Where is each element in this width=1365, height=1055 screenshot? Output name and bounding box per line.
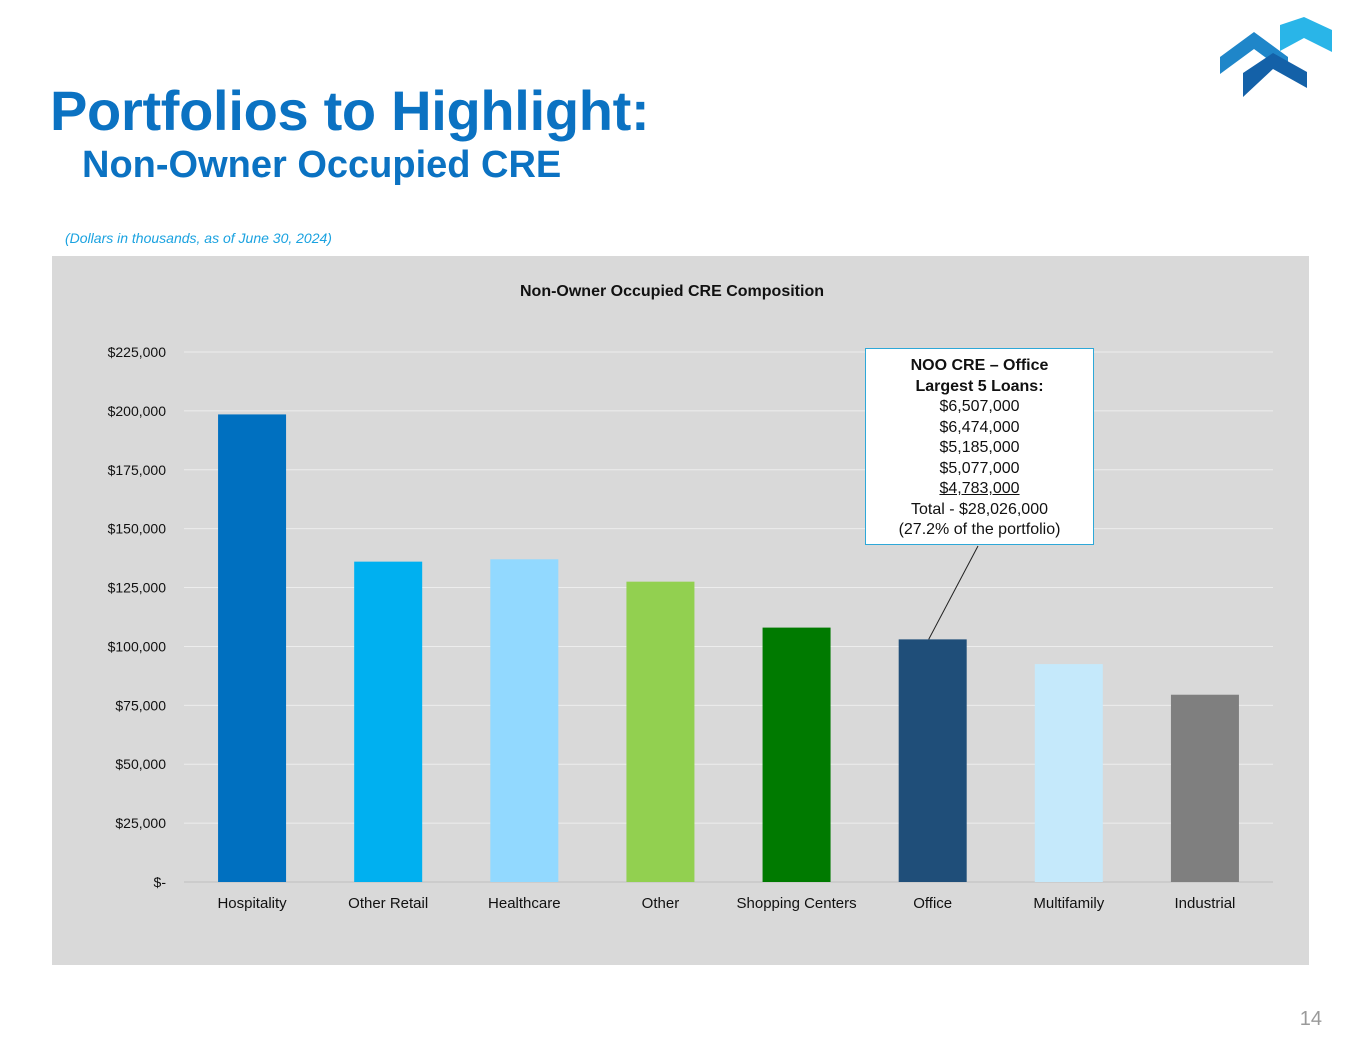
y-tick-label: $75,000 (115, 697, 166, 713)
x-tick-label: Office (913, 895, 952, 912)
bar-healthcare (490, 559, 559, 882)
callout-loan-5: $4,783,000 (939, 480, 1020, 497)
callout-share: (27.2% of the portfolio) (898, 521, 1061, 538)
y-tick-label: $225,000 (108, 344, 167, 360)
chart-title: Non-Owner Occupied CRE Composition (520, 283, 824, 300)
bar-office (898, 639, 967, 882)
callout-leader-line (928, 545, 979, 640)
x-tick-label: Multifamily (1033, 895, 1104, 912)
bar-chart: Non-Owner Occupied CRE Composition $- $25… (108, 283, 1273, 912)
bar-multifamily (1034, 664, 1103, 882)
page-subtitle: Non-Owner Occupied CRE (82, 144, 562, 186)
callout-loan-1: $6,507,000 (939, 398, 1020, 415)
chart-panel: Non-Owner Occupied CRE Composition $- $25… (52, 256, 1309, 965)
bar-other-retail (354, 561, 423, 882)
y-tick-label: $125,000 (108, 580, 167, 596)
callout-loan-2: $6,474,000 (939, 418, 1020, 436)
x-tick-label: Other Retail (348, 895, 428, 912)
x-tick-label: Industrial (1175, 895, 1236, 912)
units-note: (Dollars in thousands, as of June 30, 20… (65, 230, 332, 246)
bar-other (626, 581, 695, 882)
y-tick-label: $175,000 (108, 462, 167, 478)
callout-title-line2: Largest 5 Loans: (915, 377, 1044, 395)
x-tick-label: Healthcare (488, 895, 561, 912)
y-tick-label: $50,000 (115, 756, 166, 772)
callout-loan-3: $5,185,000 (939, 439, 1020, 456)
callout-loan-4: $5,077,000 (939, 459, 1020, 477)
bars (218, 414, 1239, 882)
gridlines (184, 351, 1273, 883)
y-tick-label: $100,000 (108, 638, 167, 654)
x-tick-label: Hospitality (217, 895, 287, 912)
bar-industrial (1170, 694, 1239, 882)
x-tick-label: Shopping Centers (737, 895, 857, 912)
y-tick-label: $150,000 (108, 521, 167, 537)
bar-hospitality (218, 414, 287, 882)
page-title: Portfolios to Highlight: (50, 79, 650, 142)
callout-total: Total - $28,026,000 (911, 500, 1048, 518)
y-tick-label: $200,000 (108, 403, 167, 419)
bar-shopping-centers (762, 627, 831, 882)
x-tick-label: Other (642, 895, 680, 912)
page-number: 14 (1299, 1008, 1322, 1030)
x-axis-ticks: Hospitality Other Retail Healthcare Other Sh… (217, 895, 1235, 912)
office-loans-callout: NOO CRE – Office Largest 5 Loans: $6,507… (865, 348, 1094, 545)
y-tick-label: $- (154, 874, 167, 890)
y-tick-label: $25,000 (115, 815, 166, 831)
y-axis-ticks: $- $25,000 $50,000 $75,000 $100,000 $125,000 $… (108, 344, 167, 890)
company-logo-icon (1220, 17, 1332, 97)
callout-title-line1: NOO CRE – Office (910, 357, 1049, 374)
